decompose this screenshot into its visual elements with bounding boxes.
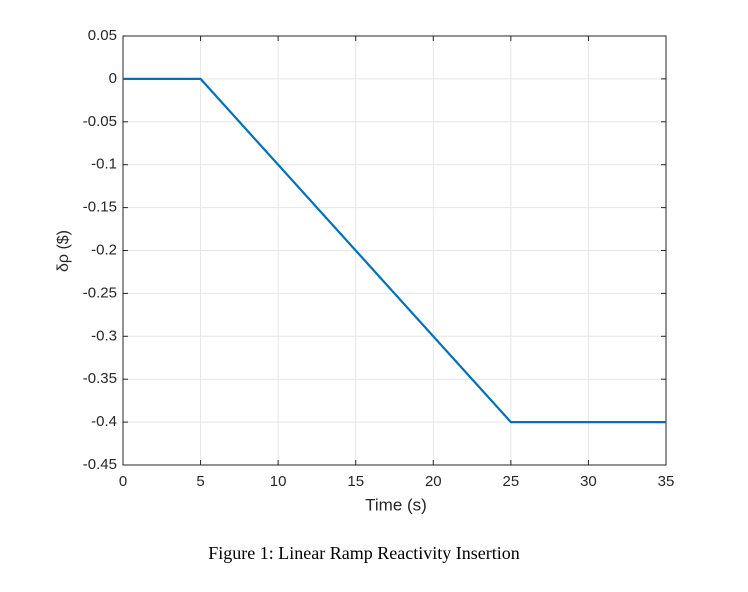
x-tick-label: 10 xyxy=(270,473,287,490)
x-tick-label: 0 xyxy=(119,473,127,490)
y-tick-label: -0.25 xyxy=(83,284,117,301)
x-tick-label: 25 xyxy=(503,473,520,490)
caption: Figure 1: Linear Ramp Reactivity Inserti… xyxy=(208,543,519,563)
y-tick-label: -0.3 xyxy=(91,327,117,344)
x-tick-label: 35 xyxy=(658,473,675,490)
y-axis-label: δρ ($) xyxy=(55,230,72,272)
y-tick-label: -0.35 xyxy=(83,370,117,387)
x-tick-label: 5 xyxy=(196,473,204,490)
plot-frame xyxy=(122,35,667,466)
y-tick-label: -0.2 xyxy=(91,241,117,258)
y-tick-label: 0 xyxy=(109,70,117,87)
y-tick-label: -0.4 xyxy=(91,413,117,430)
y-tick-label: -0.1 xyxy=(91,156,117,173)
x-axis-label: Time (s) xyxy=(365,495,427,514)
y-tick-label: -0.45 xyxy=(83,456,117,473)
y-tick-label: -0.05 xyxy=(83,113,117,130)
x-tick-label: 30 xyxy=(580,473,597,490)
y-tick-label: 0.05 xyxy=(88,27,117,44)
x-tick-label: 20 xyxy=(425,473,442,490)
y-tick-label: -0.15 xyxy=(83,199,117,216)
x-tick-label: 15 xyxy=(347,473,364,490)
data-line xyxy=(123,77,666,424)
